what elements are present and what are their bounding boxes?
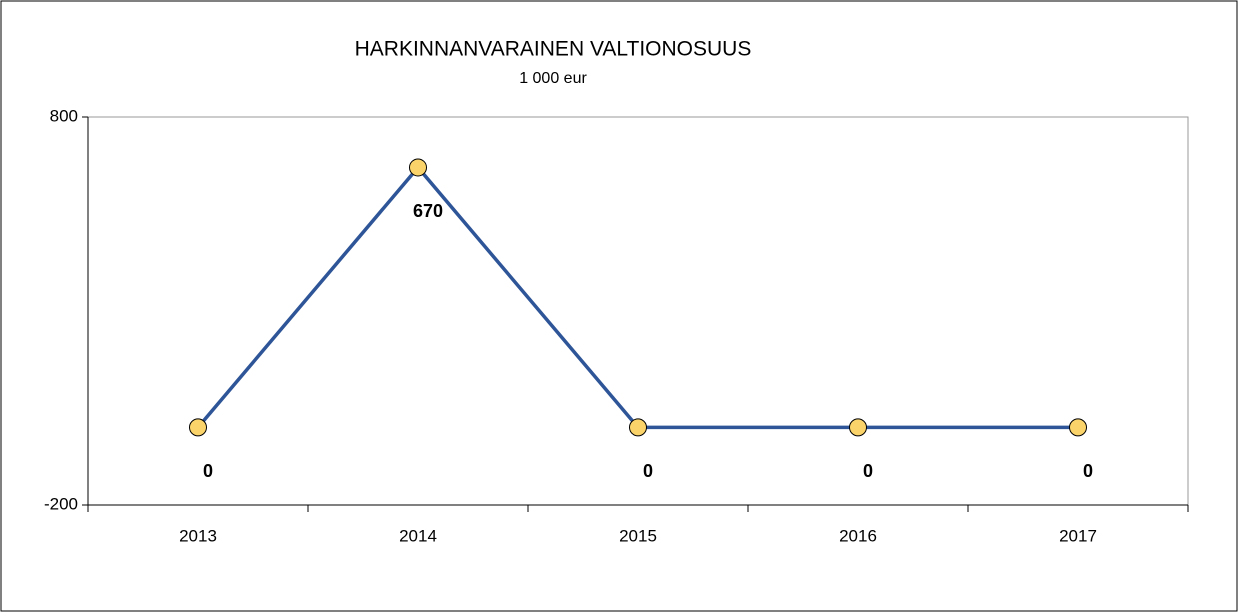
y-tick-label: -200 [44, 494, 78, 513]
data-label: 0 [863, 461, 873, 481]
x-tick-label: 2015 [619, 526, 657, 545]
point-marker [849, 418, 867, 437]
data-label: 670 [413, 201, 443, 221]
point-marker [1069, 418, 1087, 437]
data-label: 0 [643, 461, 653, 481]
x-tick-label: 2016 [839, 526, 877, 545]
x-tick-label: 2014 [399, 526, 437, 545]
x-tick-label: 2013 [179, 526, 217, 545]
chart-subtitle: 1 000 eur [519, 70, 587, 87]
point-marker [409, 158, 427, 177]
chart-title: HARKINNANVARAINEN VALTIONOSUUS [355, 38, 752, 61]
point-marker [189, 418, 207, 437]
y-tick-label: 800 [50, 106, 78, 125]
data-label: 0 [1083, 461, 1093, 481]
x-tick-label: 2017 [1059, 526, 1097, 545]
point-marker [629, 418, 647, 437]
data-label: 0 [203, 461, 213, 481]
